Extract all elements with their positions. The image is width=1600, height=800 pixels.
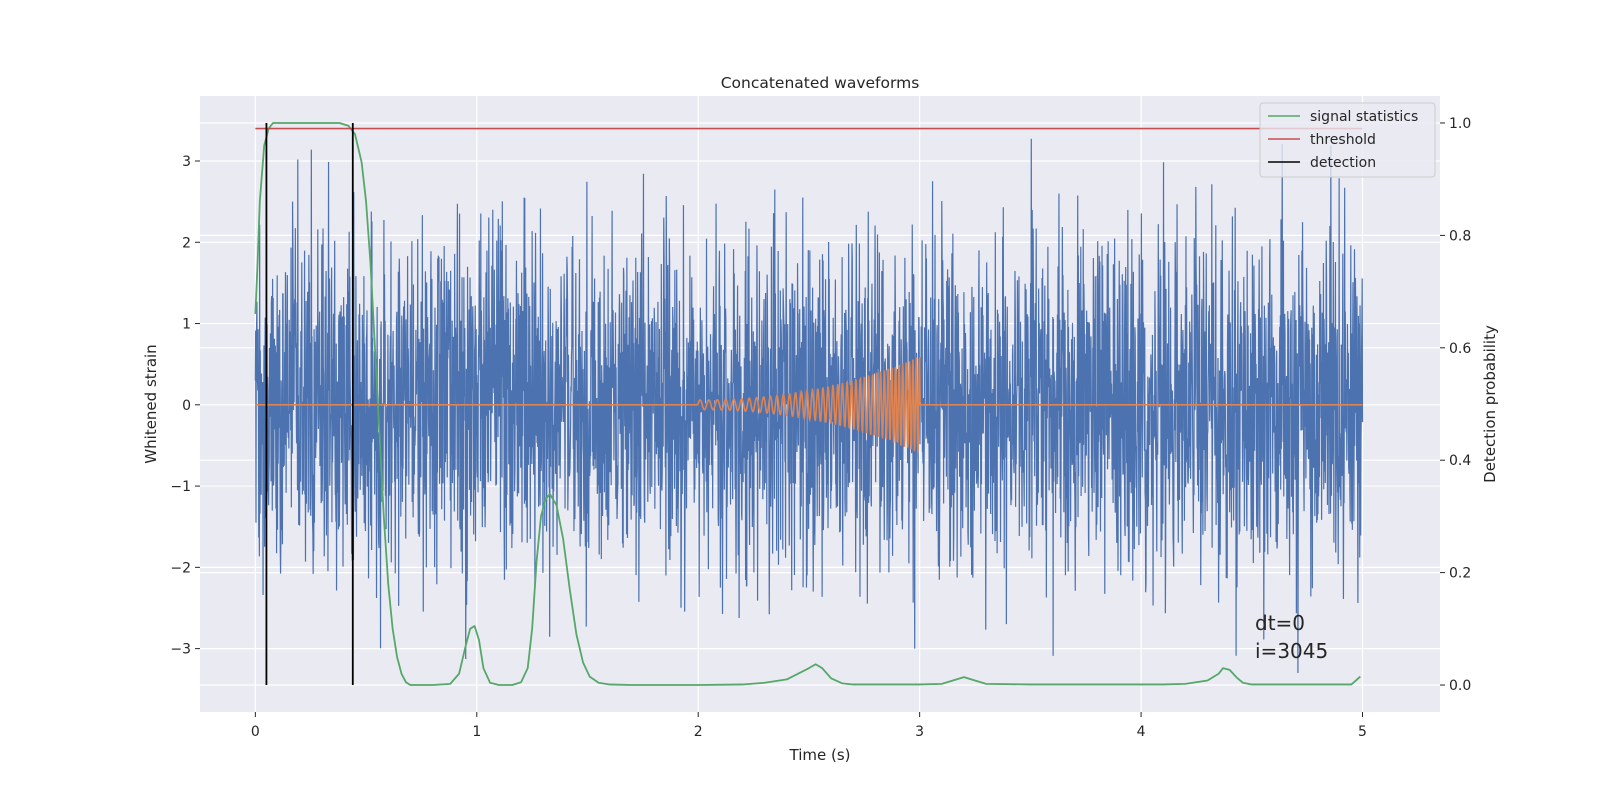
chart-title: Concatenated waveforms bbox=[721, 74, 920, 92]
x-axis-ticks: 0 1 2 3 4 5 bbox=[251, 712, 1367, 740]
series-layer bbox=[254, 122, 1364, 686]
y-tick-label: 1 bbox=[182, 317, 191, 333]
y-tick-label: −3 bbox=[170, 642, 191, 658]
injection-waveform-line bbox=[255, 357, 1363, 453]
y-tick-label: 2 bbox=[182, 235, 191, 251]
y-right-tick-label: 0.6 bbox=[1449, 341, 1471, 357]
y-right-tick-label: 0.8 bbox=[1449, 228, 1471, 244]
y-axis-ticks: −3 −2 −1 0 1 2 3 bbox=[170, 154, 200, 658]
x-tick-label: 1 bbox=[472, 724, 481, 740]
x-axis-label: Time (s) bbox=[789, 746, 851, 764]
signal-statistics-line bbox=[254, 122, 1361, 686]
x-tick-label: 3 bbox=[915, 724, 924, 740]
annotation-index: i=3045 bbox=[1255, 639, 1328, 663]
x-tick-label: 5 bbox=[1358, 724, 1367, 740]
y-right-tick-label: 1.0 bbox=[1449, 116, 1471, 132]
y-right-axis-ticks: 0.0 0.2 0.4 0.6 0.8 1.0 bbox=[1440, 116, 1471, 694]
legend-label-detection: detection bbox=[1310, 155, 1376, 171]
y-tick-label: −2 bbox=[170, 560, 191, 576]
y-tick-label: 3 bbox=[182, 154, 191, 170]
x-tick-label: 4 bbox=[1137, 724, 1146, 740]
legend-label-threshold: threshold bbox=[1310, 132, 1376, 148]
y-tick-label: 0 bbox=[182, 398, 191, 414]
y-right-tick-label: 0.0 bbox=[1449, 678, 1471, 694]
x-tick-label: 0 bbox=[251, 724, 260, 740]
legend-frame bbox=[1259, 102, 1436, 178]
y-right-tick-label: 0.2 bbox=[1449, 566, 1471, 582]
y-tick-label: −1 bbox=[170, 479, 191, 495]
annotation-dt: dt=0 bbox=[1255, 611, 1305, 635]
y-right-axis-label: Detection probability bbox=[1481, 325, 1499, 483]
x-tick-label: 2 bbox=[694, 724, 703, 740]
y-axis-label: Whitened strain bbox=[142, 344, 160, 463]
strain-noise-line bbox=[254, 138, 1364, 673]
legend-label-signal-statistics: signal statistics bbox=[1310, 109, 1418, 125]
legend: signal statistics threshold detection bbox=[1259, 102, 1436, 178]
y-right-tick-label: 0.4 bbox=[1449, 453, 1471, 469]
